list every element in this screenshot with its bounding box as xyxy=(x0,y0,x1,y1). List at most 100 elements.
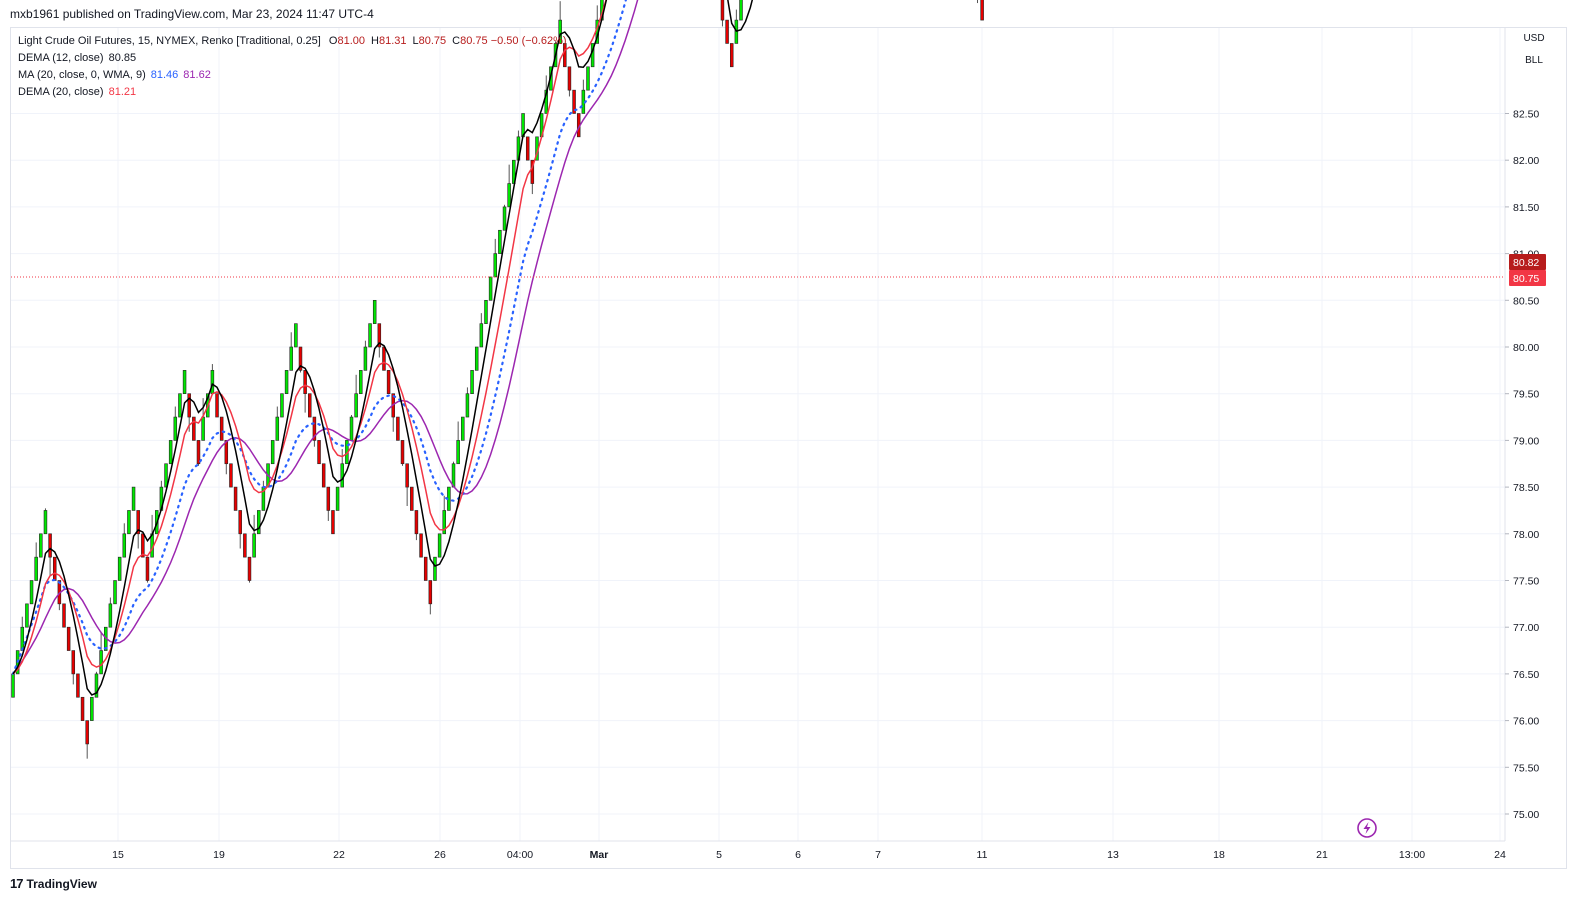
ohlc-l: L80.75 xyxy=(412,35,447,47)
down-brick xyxy=(725,19,729,44)
up-brick xyxy=(498,229,502,254)
up-brick xyxy=(127,510,131,535)
time-axis[interactable]: 15 19 22 26 04:00 Mar 5 6 7 11 13 18 21 13:00 24 xyxy=(11,840,1506,861)
down-brick xyxy=(400,440,405,465)
down-brick xyxy=(62,603,66,628)
x-tick-label: 24 xyxy=(1494,849,1506,861)
up-brick xyxy=(108,603,113,628)
down-brick xyxy=(525,136,530,161)
x-tick-label: 22 xyxy=(333,849,345,861)
up-brick xyxy=(252,533,256,558)
indicator-legend-row[interactable]: DEMA (12, close) 80.85 xyxy=(18,50,567,67)
ohlc-c: C80.75 xyxy=(452,35,488,47)
ohlc-o: O81.00 xyxy=(328,35,365,47)
up-brick xyxy=(335,486,340,511)
indicator-label: DEMA (20, close) xyxy=(18,86,104,98)
down-brick xyxy=(386,370,391,395)
y-tick-label: 80.00 xyxy=(1513,342,1539,354)
x-tick-label: 04:00 xyxy=(507,849,533,861)
tradingview-brand[interactable]: 17 TradingView xyxy=(10,876,97,891)
up-brick xyxy=(484,299,488,324)
chart-frame[interactable] xyxy=(10,27,1567,869)
indicator-value: 81.62 xyxy=(183,69,211,81)
up-brick xyxy=(122,533,127,558)
up-brick xyxy=(270,440,275,465)
up-brick xyxy=(493,253,497,278)
up-brick xyxy=(178,393,182,418)
up-brick xyxy=(470,370,474,395)
up-brick xyxy=(11,673,15,698)
up-brick xyxy=(117,556,122,581)
up-brick xyxy=(25,603,29,628)
x-tick-label: Mar xyxy=(590,849,609,861)
y-tick-label: 75.50 xyxy=(1513,762,1539,774)
down-brick xyxy=(145,556,150,581)
up-brick xyxy=(433,556,437,581)
down-brick xyxy=(567,66,572,91)
y-tick-label: 78.00 xyxy=(1513,529,1539,541)
legend-symbol-row[interactable]: Light Crude Oil Futures, 15, NYMEX, Renk… xyxy=(18,33,567,50)
up-brick xyxy=(586,66,590,91)
price-tags: 80.82 80.75 xyxy=(1509,254,1546,286)
lightning-icon[interactable] xyxy=(1357,818,1377,838)
x-tick-label: 21 xyxy=(1316,849,1328,861)
down-brick xyxy=(71,650,76,675)
y-tick-label: 75.00 xyxy=(1513,809,1539,821)
up-brick xyxy=(558,19,562,44)
up-brick xyxy=(461,416,465,441)
up-brick xyxy=(372,299,377,324)
down-brick xyxy=(326,486,331,511)
down-brick xyxy=(247,556,252,581)
currency-unit-box[interactable]: USD BLL xyxy=(1512,28,1556,76)
x-tick-label: 11 xyxy=(977,849,988,861)
indicator-legend-row[interactable]: DEMA (20, close) 81.21 xyxy=(18,84,567,101)
up-brick xyxy=(280,393,284,418)
y-tick-label: 82.50 xyxy=(1513,109,1539,121)
down-brick xyxy=(215,393,219,418)
up-brick xyxy=(210,370,215,395)
x-tick-label: 5 xyxy=(716,849,722,861)
up-brick xyxy=(340,463,344,488)
down-brick xyxy=(312,416,317,441)
unit-label[interactable]: BLL xyxy=(1525,55,1543,66)
symbol-title: Light Crude Oil Futures, 15, NYMEX, Renk… xyxy=(18,35,321,47)
chart-legend: Light Crude Oil Futures, 15, NYMEX, Renk… xyxy=(18,33,567,101)
indicator-label: MA (20, close, 0, WMA, 9) xyxy=(18,69,146,81)
down-brick xyxy=(410,486,414,511)
wma-dotted-line xyxy=(11,0,627,675)
down-brick xyxy=(48,533,52,558)
x-tick-label: 26 xyxy=(434,849,446,861)
up-brick xyxy=(507,183,511,208)
down-brick xyxy=(229,463,233,488)
down-brick xyxy=(414,510,419,535)
up-brick xyxy=(168,440,173,465)
x-tick-label: 13:00 xyxy=(1399,849,1425,861)
indicator-lines xyxy=(11,0,754,696)
y-tick-label: 79.50 xyxy=(1513,389,1539,401)
down-brick xyxy=(76,673,80,698)
down-brick xyxy=(530,159,535,184)
down-brick xyxy=(428,580,433,605)
down-brick xyxy=(80,696,85,721)
currency-label[interactable]: USD xyxy=(1523,33,1545,44)
price-axis[interactable]: 75.00 75.50 76.00 76.50 77.00 77.50 78.00 78.50… xyxy=(1504,28,1539,841)
down-brick xyxy=(52,556,57,581)
up-brick xyxy=(289,346,293,371)
down-brick xyxy=(396,416,400,441)
y-tick-label: 78.50 xyxy=(1513,482,1539,494)
down-brick xyxy=(196,440,201,465)
down-brick xyxy=(321,463,326,488)
up-brick xyxy=(182,370,187,395)
down-brick xyxy=(136,510,140,535)
down-brick xyxy=(317,440,321,465)
down-brick xyxy=(980,0,984,21)
change-value: −0.50 (−0.62%) xyxy=(490,35,567,47)
down-brick xyxy=(377,323,382,348)
down-brick xyxy=(243,533,247,558)
indicator-legend-row[interactable]: MA (20, close, 0, WMA, 9) 81.46 81.62 xyxy=(18,67,567,84)
up-brick xyxy=(739,0,743,21)
up-brick xyxy=(34,556,38,581)
down-brick xyxy=(720,0,725,21)
down-brick xyxy=(141,533,145,558)
